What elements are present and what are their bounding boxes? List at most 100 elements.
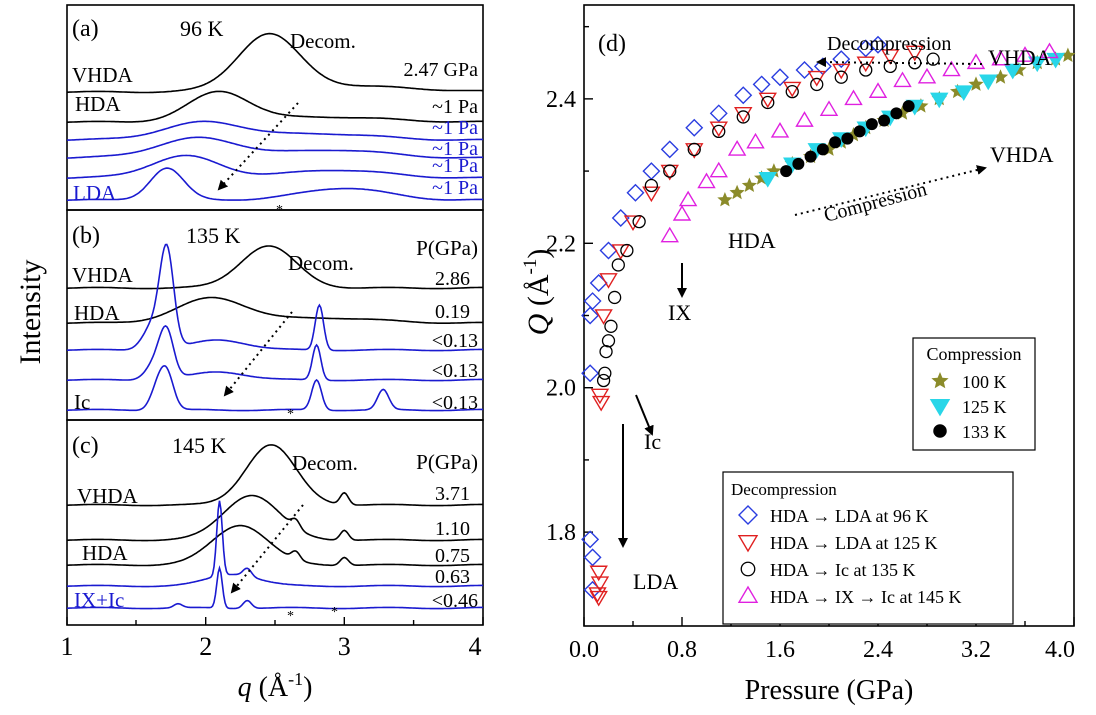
- diffraction-curve-8: [67, 296, 483, 324]
- panel-a-p6: ~1 Pa: [432, 177, 478, 199]
- data-point-s1-17: [968, 76, 984, 91]
- legend-comp-label-3: 133 K: [962, 422, 1007, 442]
- data-point-s7-18: [672, 205, 692, 221]
- data-point-s3-3: [804, 150, 817, 163]
- panel-a-hda: HDA: [75, 92, 121, 116]
- data-point-s3-6: [841, 132, 854, 145]
- diffraction-curve-3: [66, 120, 483, 141]
- data-point-s4-1: [869, 35, 887, 54]
- panel-c-star-2: *: [331, 605, 338, 620]
- panel-a-lda: LDA: [73, 181, 117, 205]
- data-point-s5-8: [734, 107, 753, 123]
- legend-decomp-marker-2: [737, 535, 759, 553]
- diffraction-curve-7: [67, 245, 483, 290]
- data-point-s1-3: [741, 177, 757, 192]
- panel-b-p1: 2.86: [435, 268, 470, 290]
- data-point-s4-12: [642, 162, 661, 181]
- data-point-s7-5: [942, 60, 961, 77]
- data-point-s6-3: [883, 59, 897, 74]
- panel-a-star: *: [276, 203, 283, 218]
- data-point-s6-14: [632, 214, 646, 229]
- panel-b-p5: <0.13: [432, 392, 478, 414]
- data-point-s4-21: [583, 548, 602, 567]
- data-point-s6-18: [604, 319, 618, 333]
- data-point-s5-19: [589, 565, 608, 582]
- data-point-s6-5: [834, 70, 848, 84]
- panel-d-label: (d): [598, 31, 626, 57]
- panel-c-p3: 0.75: [435, 545, 470, 567]
- data-point-s3-7: [853, 125, 866, 138]
- panel-d-points: [581, 35, 1076, 607]
- diffraction-curve-9: [67, 243, 483, 352]
- data-point-s4-20: [581, 530, 600, 549]
- data-point-s2-11: [1003, 63, 1022, 80]
- panel-c-star-1: *: [287, 609, 294, 624]
- data-point-s6-8: [761, 95, 775, 110]
- legend-decomp-label-2: HDA → LDA at 125 K: [770, 533, 938, 553]
- diffraction-curve-14: [67, 524, 483, 567]
- data-point-s7-12: [770, 121, 790, 138]
- data-point-s7-2: [1015, 46, 1035, 62]
- panel-a-frame: [66, 4, 484, 211]
- data-point-s4-3: [832, 50, 851, 69]
- left-xlabel: q (Å-1): [238, 669, 313, 703]
- legend-comp-label-2: 125 K: [962, 397, 1007, 417]
- data-point-s6-20: [599, 344, 613, 359]
- data-point-s4-16: [589, 274, 608, 292]
- data-point-s3-4: [816, 143, 829, 156]
- panel-c-hda: HDA: [82, 541, 128, 565]
- legend-comp-marker-2: [929, 399, 951, 417]
- data-point-s4-18: [581, 306, 600, 325]
- panel-d-ticks: 0.0 0.8 1.6 2.4 3.2 4.0 1.8 2.0 2.2 2.4: [546, 25, 1075, 663]
- data-point-s6-9: [736, 110, 750, 124]
- data-point-s7-1: [1040, 42, 1059, 59]
- legend-comp-marker-1: [931, 372, 949, 389]
- diffraction-curve-5: [66, 154, 483, 179]
- annot-compression-arrow: [794, 165, 987, 216]
- data-point-s7-3: [991, 49, 1010, 66]
- panel-b-temp: 135 K: [186, 223, 241, 248]
- data-point-s6-7: [785, 85, 799, 99]
- data-point-s2-1: [758, 172, 777, 188]
- panel-a-decom: Decom.: [290, 29, 356, 53]
- data-point-s6-1: [926, 52, 940, 66]
- data-point-s6-21: [598, 366, 612, 380]
- data-point-s6-6: [810, 77, 824, 92]
- panel-d-ytick-1: 2.0: [546, 376, 576, 402]
- panel-a-p2: ~1 Pa: [432, 96, 478, 118]
- data-point-s4-13: [626, 183, 645, 202]
- panel-d: (d) 0.0 0.8 1.6 2.4 3.2 4.0 1.8 2.0 2.2 2.4 Press…: [520, 4, 1076, 706]
- data-point-s7-7: [893, 71, 912, 88]
- data-point-s4-19: [581, 364, 600, 383]
- data-point-s4-17: [583, 292, 602, 311]
- legend-comp-label-1: 100 K: [962, 372, 1007, 392]
- data-point-s4-2: [856, 39, 875, 58]
- panel-d-xtick-5: 4.0: [1045, 637, 1075, 663]
- data-point-s4-10: [685, 118, 704, 137]
- data-point-s6-22: [596, 373, 611, 388]
- left-panels: Intensity 1 2 3 4 q (Å-1) (a) 96 K Decom…: [14, 4, 484, 703]
- panel-c-p4: 0.63: [435, 566, 470, 588]
- panel-d-ytick-3: 2.4: [546, 87, 576, 113]
- legend-decomp-marker-1: [738, 505, 758, 525]
- data-point-s3-2: [792, 157, 805, 170]
- panel-b-decom-arrow: [223, 311, 293, 397]
- data-point-s7-11: [795, 111, 814, 127]
- panel-b-p3: <0.13: [432, 330, 478, 352]
- data-point-s1-1: [717, 192, 733, 207]
- data-point-s2-9: [954, 85, 973, 102]
- legend-decomp-marker-3: [740, 561, 756, 577]
- data-point-s3-9: [878, 114, 891, 127]
- data-point-s6-12: [663, 164, 677, 178]
- diffraction-curve-4: [66, 136, 483, 159]
- data-point-s3-8: [865, 118, 878, 131]
- diffraction-curve-13: [67, 494, 483, 542]
- data-point-s6-4: [859, 63, 873, 77]
- panel-a-label: (a): [72, 16, 99, 42]
- diffraction-curve-12: [67, 444, 483, 507]
- data-point-s4-6: [771, 68, 789, 87]
- panel-b-vhda: VHDA: [72, 263, 133, 287]
- data-point-s6-16: [611, 258, 625, 272]
- panel-b-header: P(GPa): [416, 236, 478, 260]
